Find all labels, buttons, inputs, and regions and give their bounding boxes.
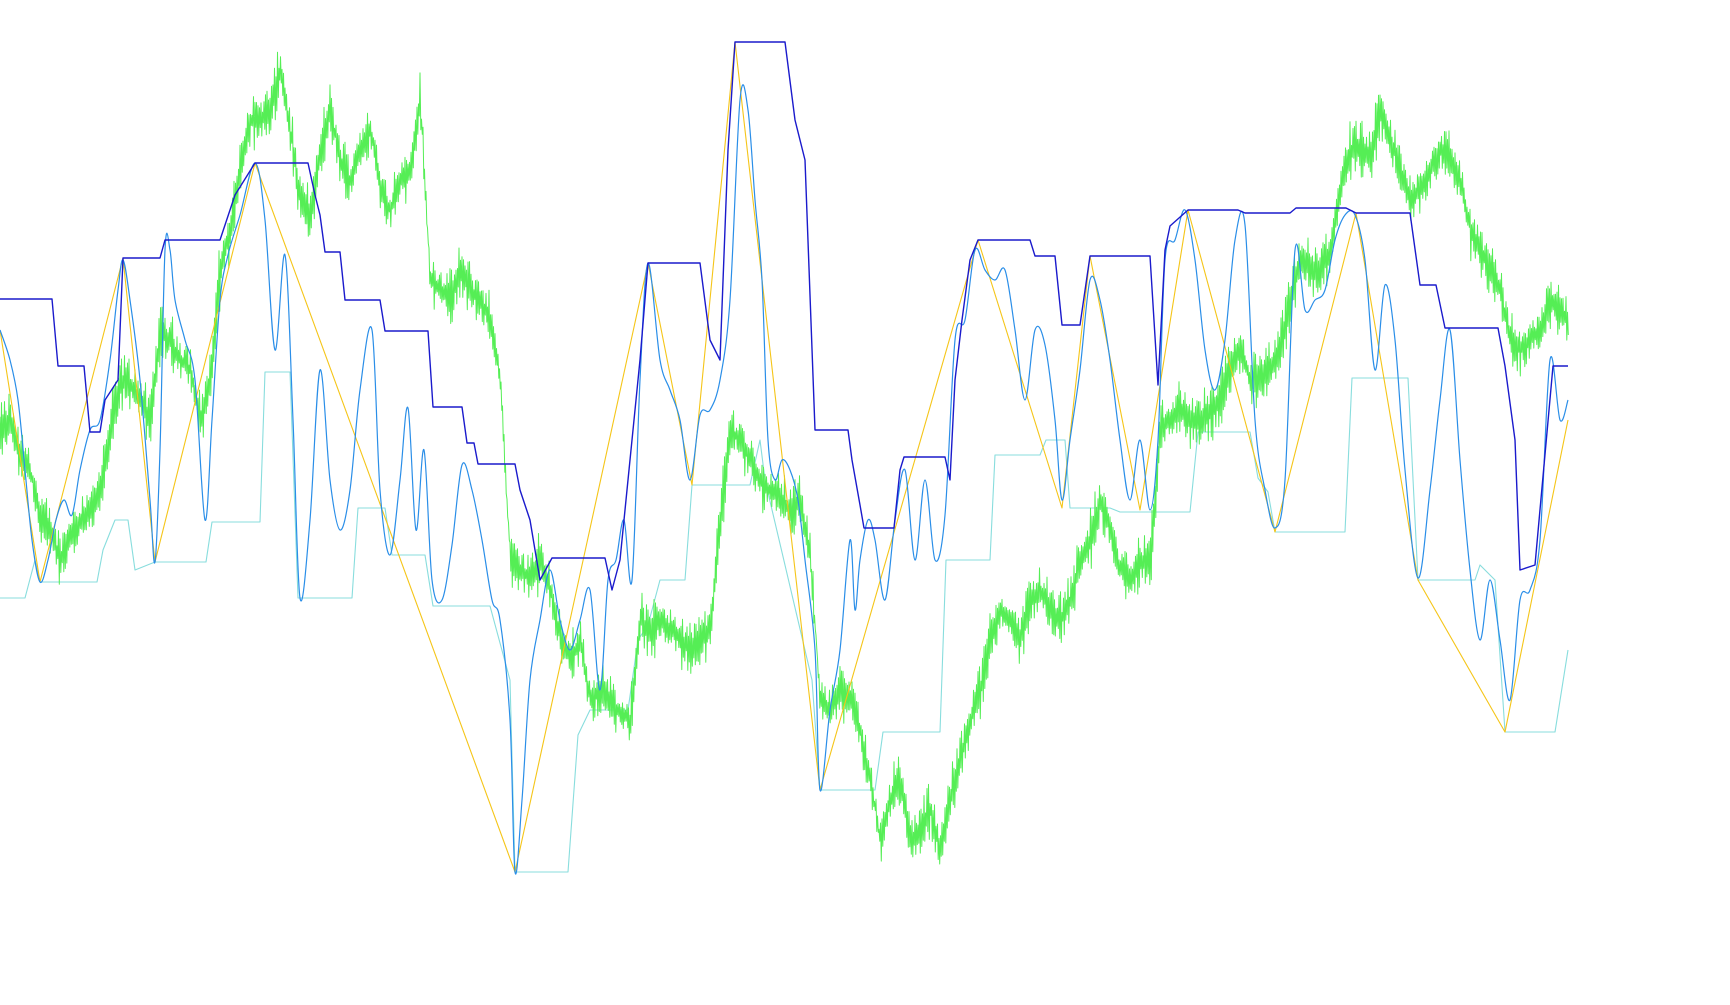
zigzag-line <box>0 41 1569 873</box>
price-line <box>0 51 1569 865</box>
upper-channel-line <box>0 41 1568 591</box>
smoothed-line <box>0 84 1569 875</box>
series-layer <box>0 41 1569 875</box>
lower-channel-line <box>0 371 1569 873</box>
